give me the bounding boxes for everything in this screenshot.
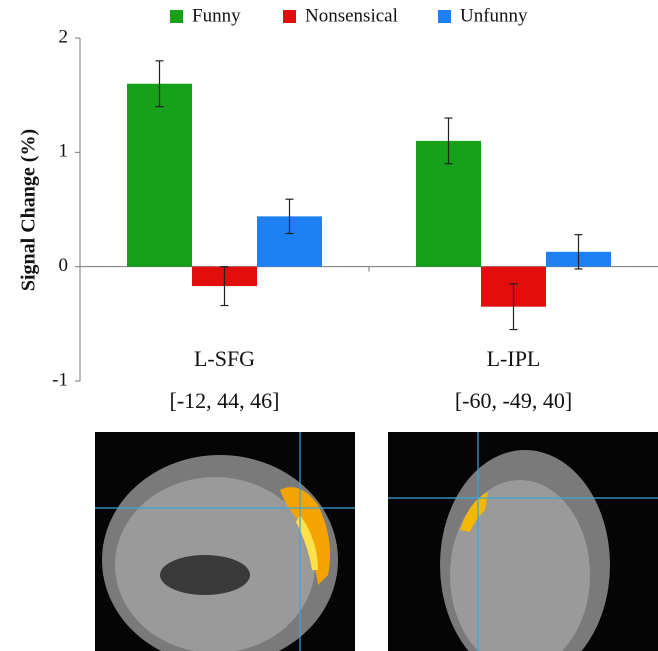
- legend-swatch: [438, 10, 451, 23]
- page: {"chart_data": {"type": "bar", "ylabel":…: [0, 0, 658, 651]
- legend-label: Funny: [192, 5, 241, 26]
- coordinate-label: [-12, 44, 46]: [170, 388, 280, 413]
- bar: [127, 84, 192, 267]
- legend-label: Nonsensical: [305, 5, 398, 26]
- y-tick-label: 2: [59, 26, 69, 47]
- y-tick-label: -1: [52, 369, 68, 390]
- category-label: L-IPL: [487, 346, 541, 371]
- legend-swatch: [283, 10, 296, 23]
- y-axis-label: Signal Change (%): [18, 129, 40, 291]
- category-label: L-SFG: [194, 346, 255, 371]
- coordinate-label: [-60, -49, 40]: [455, 388, 572, 413]
- legend-swatch: [170, 10, 183, 23]
- legend-label: Unfunny: [460, 5, 528, 26]
- y-tick-label: 1: [59, 141, 69, 162]
- brain-image-left: [95, 432, 355, 651]
- brain-image-right: [388, 432, 658, 651]
- y-tick-label: 0: [59, 255, 69, 276]
- chart: Signal Change (%) -1 0 1 2 L-SFG [-12, 44, 46…: [0, 0, 658, 651]
